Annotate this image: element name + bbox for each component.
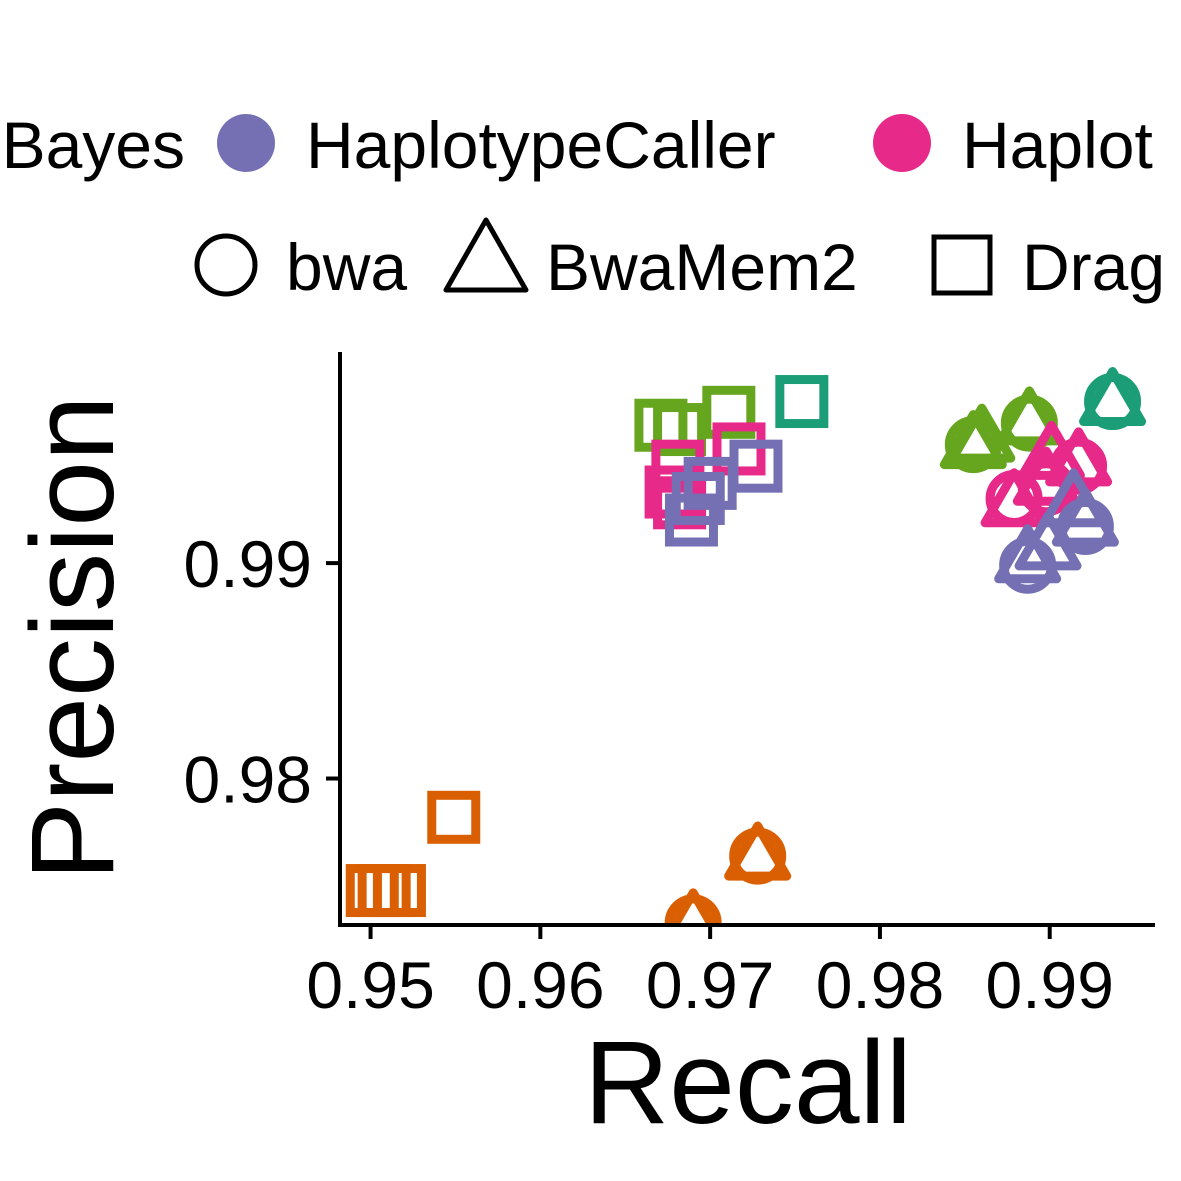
- point-square: [775, 375, 829, 429]
- x-tick-label: 0.95: [306, 948, 434, 1022]
- point-triangle: [948, 403, 1016, 463]
- x-axis-title: Recall: [584, 1017, 912, 1149]
- legend-color-label-bayes: Bayes: [2, 108, 185, 182]
- x-tick-label: 0.96: [476, 948, 604, 1022]
- point-square: [702, 385, 756, 439]
- legend-color-label-haplot: Haplot: [962, 108, 1153, 182]
- point-triangle: [994, 524, 1062, 584]
- point-square: [729, 439, 783, 493]
- point-square: [653, 403, 707, 457]
- point-triangle: [724, 821, 792, 881]
- point-triangle: [1040, 468, 1107, 528]
- legend-color-key-haplotypecaller: [217, 114, 275, 172]
- legend-shape-label-drag: Drag: [1022, 230, 1165, 304]
- legend-shape-label-bwamem2: BwaMem2: [546, 230, 858, 304]
- y-tick-label: 0.98: [184, 743, 312, 817]
- x-tick-label: 0.98: [816, 948, 944, 1022]
- x-tick-label: 0.99: [985, 948, 1113, 1022]
- point-square: [671, 471, 725, 525]
- point-triangle: [670, 888, 716, 923]
- point-square: [345, 864, 399, 918]
- point-square: [427, 790, 481, 844]
- x-axis-ticks: 0.95 0.96 0.97 0.98 0.99: [306, 925, 1114, 1022]
- point-square: [712, 422, 766, 476]
- y-tick-label: 0.99: [184, 527, 312, 601]
- shape-legend: bwa BwaMem2 Drag: [194, 217, 1165, 304]
- legend-shape-label-bwa: bwa: [286, 230, 407, 304]
- legend-color-key-haplot: [873, 114, 931, 172]
- data-marks: [345, 367, 1147, 923]
- legend-shape-key-triangle: [443, 217, 529, 293]
- y-axis-title: Precision: [7, 395, 139, 880]
- color-legend: Bayes HaplotypeCaller Haplot: [2, 108, 1153, 182]
- point-triangle: [995, 386, 1063, 446]
- point-square: [372, 864, 426, 918]
- x-tick-label: 0.97: [646, 948, 774, 1022]
- point-triangle: [1017, 420, 1085, 480]
- legend-color-label-haplotypecaller: HaplotypeCaller: [306, 108, 776, 182]
- point-square: [357, 864, 411, 918]
- point-triangle: [1079, 367, 1147, 427]
- legend-shape-key-circle: [194, 233, 258, 297]
- legend-shape-key-square: [931, 234, 993, 296]
- y-axis-ticks: 0.98 0.99: [184, 527, 340, 817]
